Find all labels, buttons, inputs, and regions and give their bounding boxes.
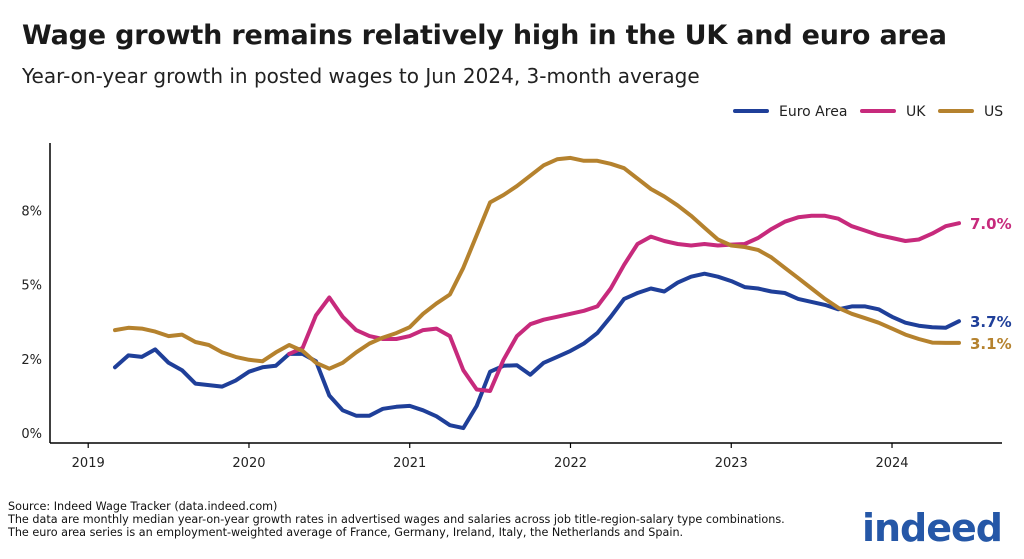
- y-tick-label: 2%: [21, 353, 42, 368]
- x-tick-label: 2019: [72, 456, 105, 471]
- series-line-uk: [287, 213, 961, 393]
- source-note: Source: Indeed Wage Tracker (data.indeed…: [8, 500, 278, 513]
- euro-area-note: The euro area series is an employment-we…: [8, 526, 684, 539]
- legend-label-us: US: [984, 104, 1003, 120]
- chart-title: Wage growth remains relatively high in t…: [22, 20, 947, 51]
- x-tick-label: 2024: [875, 456, 908, 471]
- x-tick-label: 2021: [393, 456, 426, 471]
- y-tick-label: 5%: [21, 279, 42, 294]
- x-tick-label: 2020: [232, 456, 265, 471]
- series-line-euro-area: [113, 271, 961, 431]
- end-label-us: 3.1%: [970, 335, 1012, 353]
- methodology-note: The data are monthly median year-on-year…: [8, 513, 785, 526]
- x-tick-label: 2023: [715, 456, 748, 471]
- chart-subtitle: Year-on-year growth in posted wages to J…: [22, 64, 700, 88]
- end-label-uk: 7.0%: [970, 215, 1012, 233]
- series-line-us: [113, 155, 961, 371]
- x-tick-label: 2022: [554, 456, 587, 471]
- y-tick-label: 0%: [21, 427, 42, 442]
- end-label-euro-area: 3.7%: [970, 313, 1012, 331]
- indeed-logo: indeed: [861, 506, 1003, 550]
- y-tick-label: 8%: [21, 204, 42, 219]
- legend-label-euro-area: Euro Area: [779, 104, 847, 120]
- legend-label-uk: UK: [906, 104, 926, 120]
